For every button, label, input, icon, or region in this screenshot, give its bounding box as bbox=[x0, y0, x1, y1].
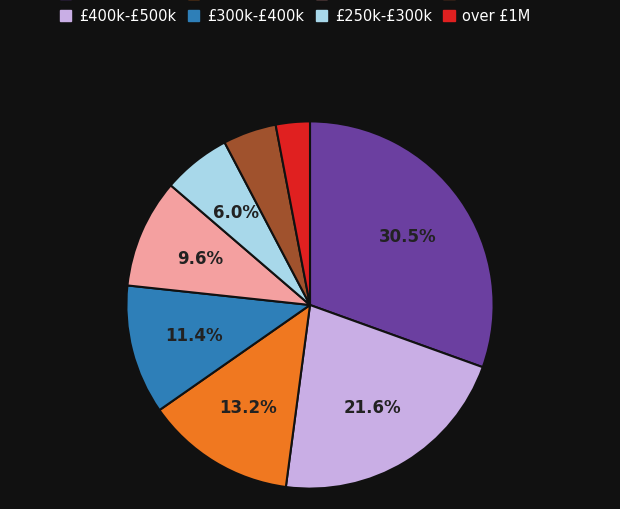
Wedge shape bbox=[286, 305, 483, 489]
Text: 21.6%: 21.6% bbox=[343, 398, 401, 416]
Wedge shape bbox=[276, 122, 310, 305]
Wedge shape bbox=[310, 122, 494, 367]
Wedge shape bbox=[170, 143, 310, 305]
Wedge shape bbox=[159, 305, 310, 487]
Text: 9.6%: 9.6% bbox=[177, 249, 224, 267]
Wedge shape bbox=[126, 286, 310, 410]
Text: 6.0%: 6.0% bbox=[213, 203, 259, 221]
Wedge shape bbox=[224, 125, 310, 305]
Text: 13.2%: 13.2% bbox=[219, 398, 277, 416]
Text: 11.4%: 11.4% bbox=[166, 326, 223, 344]
Wedge shape bbox=[128, 186, 310, 305]
Legend: £500k-£750k, £400k-£500k, £150k-£200k, £300k-£400k, £750k-£1M, £250k-£300k, £200: £500k-£750k, £400k-£500k, £150k-£200k, £… bbox=[56, 0, 564, 29]
Text: 30.5%: 30.5% bbox=[379, 228, 436, 246]
